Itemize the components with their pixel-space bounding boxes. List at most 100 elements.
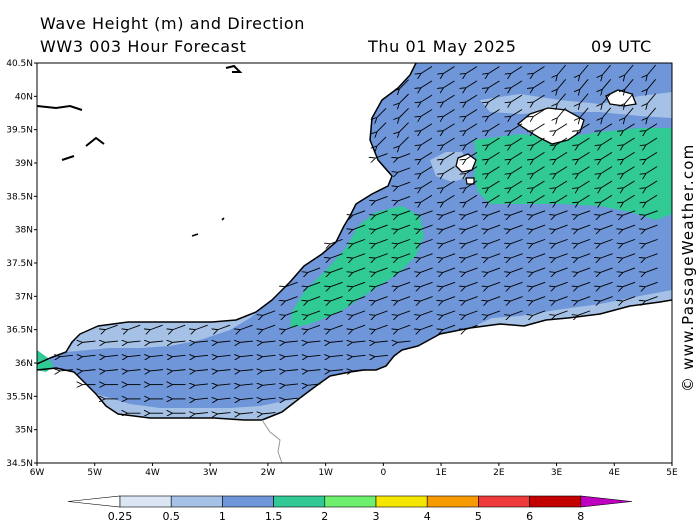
wave-arrow — [623, 194, 635, 202]
wave-arrow — [353, 224, 366, 229]
wave-arrow — [443, 238, 456, 243]
wave-arrow — [173, 370, 186, 371]
wave-arrow — [646, 194, 658, 202]
legend-label: 0.25 — [108, 510, 133, 523]
latitude-label: 38N — [15, 226, 33, 236]
wave-arrow — [601, 151, 613, 159]
wave-arrow — [105, 324, 118, 329]
wave-arrow — [308, 341, 321, 342]
inland-lake — [191, 233, 199, 237]
wave-arrow — [555, 281, 568, 286]
wave-arrow — [510, 281, 523, 286]
wave-arrow — [578, 151, 590, 159]
wave-arrow — [466, 137, 478, 145]
wave-arrow — [353, 296, 366, 301]
wave-arrow — [466, 151, 478, 159]
wave-arrow — [578, 281, 591, 286]
wave-arrow — [398, 153, 411, 158]
longitude-label: 2W — [261, 468, 276, 478]
wave-arrow — [443, 80, 455, 88]
wave-arrow — [240, 370, 254, 371]
wave-arrow — [263, 413, 276, 414]
wave-arrow — [375, 324, 388, 329]
wave-arrow — [195, 384, 209, 385]
wave-zone-2-3m — [37, 350, 54, 372]
wave-arrow — [601, 166, 613, 174]
wave-arrow — [645, 281, 658, 286]
wave-arrow — [465, 253, 478, 258]
wave-arrow — [353, 267, 366, 272]
wave-arrow — [511, 151, 523, 159]
wave-arrow — [488, 310, 501, 315]
wave-arrow — [600, 267, 613, 272]
wave-arrow — [421, 94, 433, 102]
wave-arrow — [218, 324, 231, 329]
wave-arrow — [465, 224, 478, 229]
wave-arrow — [375, 210, 388, 215]
wave-arrow — [578, 238, 591, 243]
longitude-label: 0 — [380, 468, 386, 478]
wave-arrow — [330, 370, 344, 371]
wave-arrow — [533, 166, 545, 174]
longitude-label: 6W — [30, 468, 45, 478]
wave-arrow — [421, 137, 433, 145]
wave-arrow — [533, 94, 545, 102]
wave-arrow — [308, 324, 321, 329]
wave-arrow — [623, 151, 635, 159]
wave-arrow — [443, 151, 455, 159]
latitude-label: 35.5N — [6, 392, 33, 402]
wave-arrow — [465, 296, 478, 301]
wave-arrow — [330, 296, 343, 301]
longitude-label: 4W — [145, 468, 160, 478]
wave-arrow — [578, 310, 591, 315]
wave-arrow — [557, 107, 567, 118]
wave-arrow — [60, 370, 74, 371]
legend-label: 0.5 — [162, 510, 180, 523]
wave-arrow — [443, 281, 456, 286]
wave-arrow — [511, 123, 523, 131]
wave-arrow — [578, 224, 591, 229]
wave-arrow — [465, 310, 478, 315]
wave-arrow — [511, 137, 523, 145]
wave-arrow — [263, 341, 276, 342]
wave-arrow — [398, 324, 411, 329]
wave-arrow — [488, 137, 500, 145]
wave-arrow — [375, 238, 388, 243]
wave-arrow — [420, 296, 433, 301]
forecast-time: 09 UTC — [591, 37, 652, 56]
wave-map: 40.5N 40N 39.5N 39N 38.5N 38N 37.5N 37N 36.5N 36N… — [6, 59, 678, 478]
latitude-label: 39N — [15, 159, 33, 169]
wave-arrow — [602, 93, 612, 104]
wave-arrow — [510, 296, 523, 301]
wave-arrow — [533, 310, 546, 315]
wave-arrow — [511, 66, 523, 74]
wave-arrow — [601, 180, 613, 188]
wave-arrow — [308, 281, 321, 286]
wave-arrow — [600, 296, 613, 301]
wave-arrow — [488, 224, 501, 229]
wave-arrow — [601, 194, 613, 202]
wave-arrow — [488, 267, 501, 272]
wave-arrow — [647, 64, 657, 75]
wave-arrow — [375, 310, 388, 315]
wave-arrow — [443, 137, 455, 145]
wave-arrow — [375, 296, 388, 301]
wave-arrow — [330, 310, 343, 315]
wave-arrow — [488, 123, 500, 131]
longitude-label: 3E — [551, 468, 563, 478]
wave-arrow — [195, 355, 209, 356]
wave-arrow — [443, 253, 456, 258]
wave-arrow — [218, 398, 231, 399]
wave-arrow — [195, 370, 209, 371]
wave-arrow — [398, 341, 411, 342]
wave-arrow — [647, 107, 657, 118]
wave-arrow — [488, 253, 501, 258]
wave-arrow — [556, 180, 568, 188]
wave-arrow — [533, 123, 545, 131]
wave-arrow — [353, 341, 366, 342]
border-line — [261, 419, 283, 463]
wave-arrow — [330, 238, 343, 243]
inland-lake — [85, 136, 105, 147]
wave-arrow — [398, 196, 411, 200]
legend-label: 2 — [321, 510, 328, 523]
